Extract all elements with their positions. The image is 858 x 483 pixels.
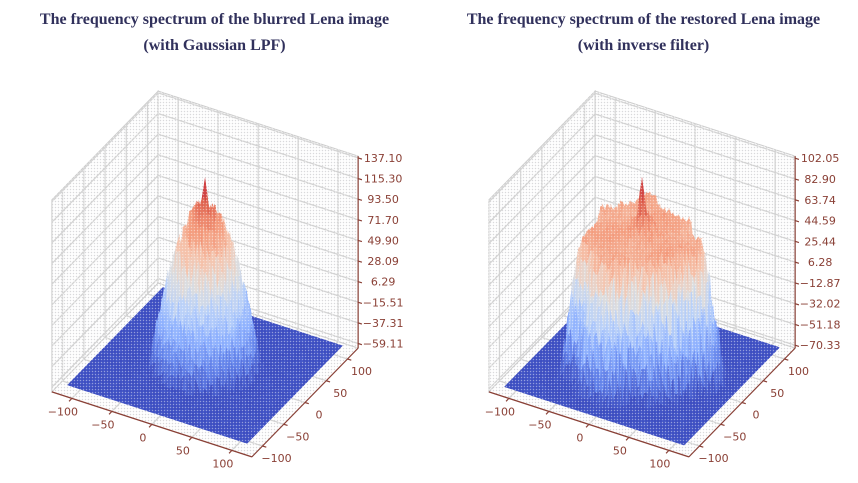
- restored-plot-title: The frequency spectrum of the restored L…: [466, 11, 821, 28]
- blurred-plot-title-block: The frequency spectrum of the blurred Le…: [0, 0, 429, 62]
- blurred-plot-subtitle: (with Gaussian LPF): [143, 37, 286, 54]
- restored-plot-title-block: The frequency spectrum of the restored L…: [429, 0, 858, 62]
- blurred-plot-title: The frequency spectrum of the blurred Le…: [39, 11, 390, 28]
- blurred-spectrum-plot: The frequency spectrum of the blurred Le…: [0, 0, 429, 483]
- restored-plot-subtitle: (with inverse filter): [577, 37, 710, 54]
- restored-spectrum-plot: The frequency spectrum of the restored L…: [429, 0, 858, 483]
- restored-surface-canvas: [429, 62, 858, 483]
- blurred-surface-canvas: [0, 62, 429, 483]
